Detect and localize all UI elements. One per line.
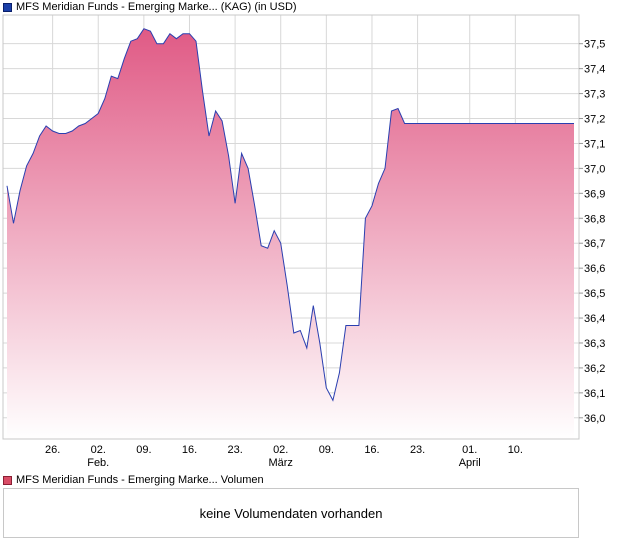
y-tick-label: 37,3 — [584, 89, 605, 101]
y-tick-label: 37,4 — [584, 64, 605, 76]
price-area-fill — [7, 28, 574, 439]
y-tick-label: 36,8 — [584, 213, 605, 225]
volume-legend-label: MFS Meridian Funds - Emerging Marke... V… — [16, 474, 264, 486]
x-tick-label: 23. — [410, 444, 425, 456]
y-tick-label: 37,1 — [584, 138, 605, 150]
price-legend-swatch — [3, 2, 12, 12]
y-tick-label: 36,4 — [584, 313, 605, 325]
x-tick-label: 16. — [364, 444, 379, 456]
y-tick-label: 36,0 — [584, 413, 605, 425]
y-tick-label: 37,2 — [584, 114, 605, 126]
volume-empty-message: keine Volumendaten vorhanden — [199, 505, 383, 521]
x-tick-label: 09. — [136, 444, 151, 456]
y-tick-label: 36,6 — [584, 263, 605, 275]
y-tick-label: 37,0 — [584, 163, 605, 175]
y-tick-label: 36,3 — [584, 338, 605, 350]
x-tick-label: 26. — [45, 444, 60, 456]
y-tick-label: 36,9 — [584, 188, 605, 200]
price-line — [6, 28, 574, 402]
price-legend: MFS Meridian Funds - Emerging Marke... (… — [3, 0, 297, 14]
x-tick-label: 09. — [319, 444, 334, 456]
y-tick-label: 37,5 — [584, 39, 605, 51]
x-tick-label: 02. — [91, 444, 106, 456]
price-legend-label: MFS Meridian Funds - Emerging Marke... (… — [16, 1, 297, 13]
x-tick-label: 16. — [182, 444, 197, 456]
x-tick-label: 02. — [273, 444, 288, 456]
x-tick-label: 23. — [227, 444, 242, 456]
volume-legend-swatch — [3, 475, 12, 485]
volume-panel: keine Volumendaten vorhanden — [3, 488, 579, 538]
y-tick-label: 36,1 — [584, 388, 605, 400]
price-chart: 36,0 36,1 36,2 36,3 36,4 36,5 36,6 36,7 36,8 36,9… — [2, 14, 605, 469]
x-tick-label: 10. — [508, 444, 523, 456]
y-axis: 36,0 36,1 36,2 36,3 36,4 36,5 36,6 36,7 36,8 36,9… — [579, 39, 605, 425]
y-tick-label: 36,7 — [584, 238, 605, 250]
y-tick-label: 36,5 — [584, 288, 605, 300]
x-tick-label: 01. — [462, 444, 477, 456]
plot-frame — [2, 14, 580, 440]
x-month-label: März — [268, 457, 292, 469]
y-tick-label: 36,2 — [584, 363, 605, 375]
volume-legend: MFS Meridian Funds - Emerging Marke... V… — [3, 473, 264, 487]
x-month-label: April — [459, 457, 481, 469]
x-month-label: Feb. — [87, 457, 109, 469]
